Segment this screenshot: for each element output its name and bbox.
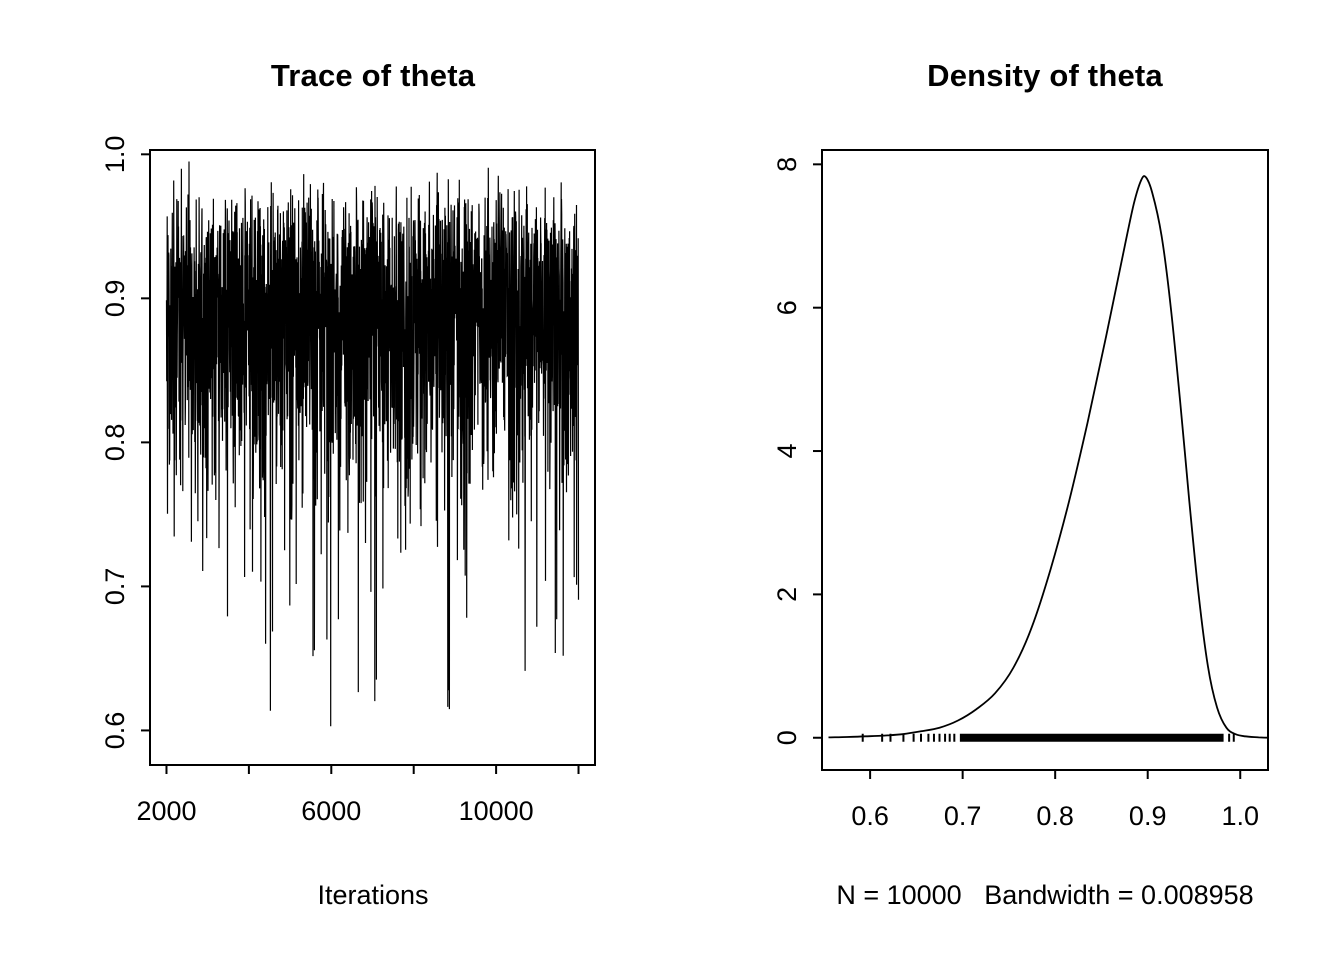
density-x-axis-label: N = 10000 Bandwidth = 0.008958 — [836, 880, 1254, 910]
trace-plot-title: Trace of theta — [270, 58, 476, 93]
density-x-axis-tick-label: 0.7 — [944, 801, 982, 831]
density-plot-frame — [821, 149, 1269, 771]
rug-band — [959, 733, 1224, 742]
trace-x-axis-label: Iterations — [317, 880, 429, 910]
density-y-axis-tick-label: 6 — [772, 300, 802, 315]
density-y-axis-tick-label: 4 — [772, 444, 802, 459]
trace-plot-frame — [149, 149, 596, 766]
density-x-axis-tick-label: 0.6 — [851, 801, 889, 831]
density-y-axis-tick-label: 0 — [772, 730, 802, 745]
density-y-axis-tick-label: 8 — [772, 157, 802, 172]
trace-y-axis-tick-label: 0.9 — [100, 280, 130, 318]
density-y-axis-tick-label: 2 — [772, 587, 802, 602]
trace-line — [165, 161, 580, 727]
trace-y-axis-tick-label: 0.8 — [100, 424, 130, 462]
trace-y-axis-tick-label: 0.6 — [100, 712, 130, 750]
density-x-axis-tick-label: 1.0 — [1221, 801, 1259, 831]
density-curve — [828, 175, 1269, 739]
trace-x-axis-tick-label: 2000 — [136, 796, 196, 826]
trace-y-axis-tick-label: 0.7 — [100, 568, 130, 606]
trace-x-axis-tick-label: 10000 — [459, 796, 534, 826]
trace-x-axis-tick-label: 6000 — [301, 796, 361, 826]
trace-y-axis-tick-label: 1.0 — [100, 136, 130, 174]
density-plot-title: Density of theta — [927, 58, 1163, 93]
density-x-axis-tick-label: 0.8 — [1036, 801, 1074, 831]
density-x-axis-tick-label: 0.9 — [1129, 801, 1167, 831]
